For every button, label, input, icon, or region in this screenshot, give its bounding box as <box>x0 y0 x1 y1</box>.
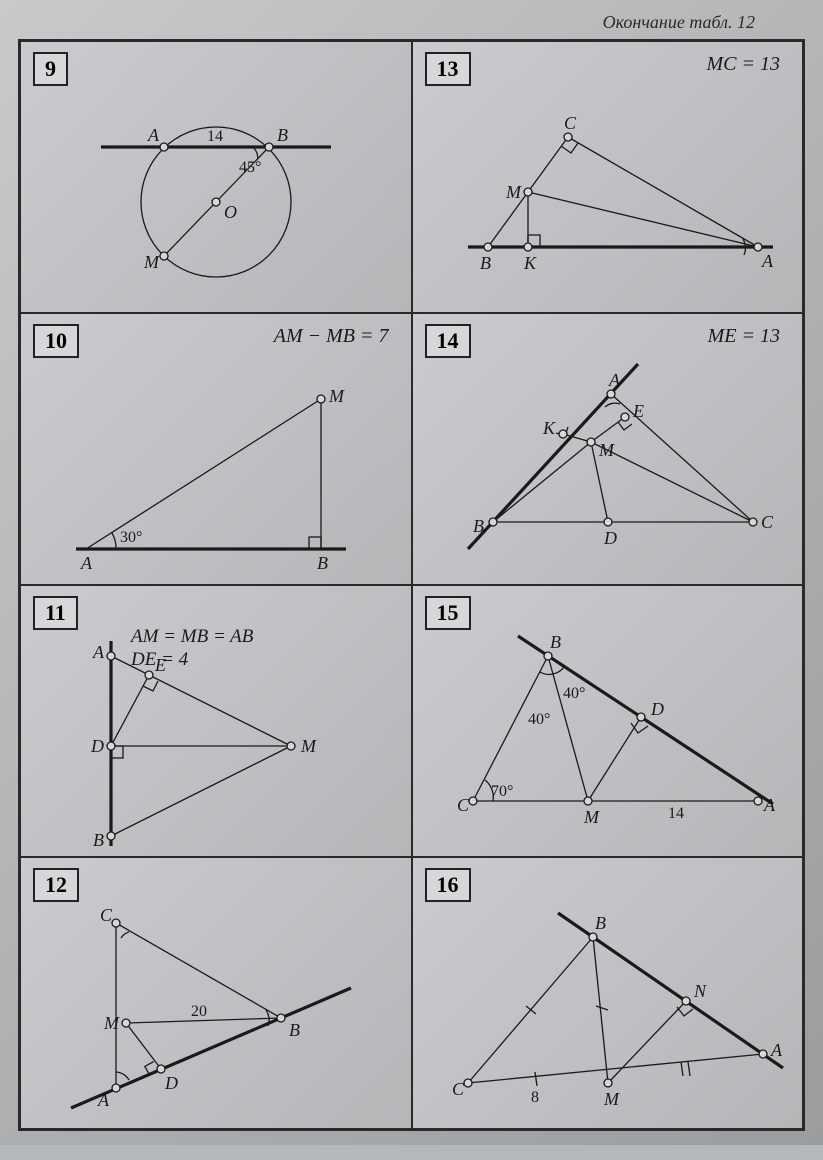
svg-text:20: 20 <box>191 1003 207 1020</box>
problem-number: 13 <box>425 52 471 86</box>
svg-text:B: B <box>480 253 491 273</box>
figure-13: B K A M C <box>413 42 803 314</box>
point-label-B: B <box>277 125 288 145</box>
svg-text:40°: 40° <box>528 711 550 728</box>
svg-text:C: C <box>452 1079 465 1099</box>
cell-14: 14 ME = 13 B <box>412 313 804 585</box>
problem-grid: 9 A B O M 14 45° 13 MC = 13 <box>18 39 805 1131</box>
point-label-O: O <box>224 202 237 222</box>
svg-text:M: M <box>300 736 317 756</box>
problem-number: 12 <box>33 868 79 902</box>
svg-text:M: M <box>328 386 345 406</box>
problem-number: 16 <box>425 868 471 902</box>
svg-text:B: B <box>550 632 561 652</box>
cell-12: 12 C M B A D 20 <box>20 857 412 1129</box>
svg-text:B: B <box>289 1020 300 1040</box>
svg-text:M: M <box>103 1013 120 1033</box>
svg-text:A: A <box>80 553 93 573</box>
figure-10: A B M 30° <box>21 314 411 586</box>
svg-text:A: A <box>761 251 774 271</box>
svg-text:A: A <box>92 642 105 662</box>
svg-text:B: B <box>595 913 606 933</box>
svg-text:A: A <box>97 1090 110 1110</box>
svg-text:14: 14 <box>668 805 684 822</box>
svg-text:D: D <box>90 736 104 756</box>
svg-text:D: D <box>603 528 617 548</box>
point-label-M: M <box>143 252 160 272</box>
svg-text:30°: 30° <box>120 529 142 546</box>
given-text: MC = 13 <box>707 52 781 77</box>
svg-text:D: D <box>650 699 664 719</box>
problem-number: 14 <box>425 324 471 358</box>
table-caption: Окончание табл. 12 <box>18 10 805 39</box>
figure-14: B A C D M K E <box>413 314 803 586</box>
cell-16: 16 B C M <box>412 857 804 1129</box>
problem-number: 10 <box>33 324 79 358</box>
svg-text:N: N <box>693 981 707 1001</box>
figure-15: B C M A D 70° 40° 40° 14 <box>413 586 803 858</box>
svg-text:K: K <box>523 253 537 273</box>
figure-9: A B O M 14 45° <box>21 42 411 314</box>
svg-text:A: A <box>770 1040 783 1060</box>
svg-text:M: M <box>598 440 615 460</box>
segment-label: 14 <box>207 128 223 145</box>
svg-text:M: M <box>505 182 522 202</box>
svg-text:A: A <box>608 370 621 390</box>
svg-text:M: M <box>583 807 600 827</box>
svg-text:C: C <box>761 512 774 532</box>
svg-text:8: 8 <box>531 1089 539 1106</box>
page-root: Окончание табл. 12 9 A B O M 14 45° <box>0 0 823 1145</box>
svg-text:70°: 70° <box>491 783 513 800</box>
svg-text:B: B <box>93 830 104 850</box>
cell-9: 9 A B O M 14 45° <box>20 41 412 313</box>
figure-12: C M B A D 20 <box>21 858 411 1130</box>
given-text: AM = MB = AB DE = 4 <box>131 626 253 672</box>
angle-label: 45° <box>239 159 261 176</box>
cell-13: 13 MC = 13 B K A M C <box>412 41 804 313</box>
svg-text:B: B <box>473 516 484 536</box>
given-text: ME = 13 <box>708 324 780 349</box>
given-text: AM − MB = 7 <box>274 324 389 349</box>
problem-number: 11 <box>33 596 78 630</box>
svg-text:A: A <box>763 795 776 815</box>
figure-16: B C M A N 8 <box>413 858 803 1130</box>
svg-text:C: C <box>457 795 470 815</box>
problem-number: 15 <box>425 596 471 630</box>
svg-text:M: M <box>603 1089 620 1109</box>
cell-11: 11 AM = MB = AB DE = 4 A D B <box>20 585 412 857</box>
svg-text:K: K <box>542 418 556 438</box>
svg-text:40°: 40° <box>563 685 585 702</box>
svg-text:C: C <box>100 905 113 925</box>
cell-10: 10 AM − MB = 7 A B M 30° <box>20 313 412 585</box>
svg-text:C: C <box>564 113 577 133</box>
point-label-A: A <box>147 125 160 145</box>
svg-text:D: D <box>164 1073 178 1093</box>
cell-15: 15 B C M A D 70° <box>412 585 804 857</box>
svg-text:B: B <box>317 553 328 573</box>
problem-number: 9 <box>33 52 68 86</box>
svg-text:E: E <box>632 401 644 421</box>
